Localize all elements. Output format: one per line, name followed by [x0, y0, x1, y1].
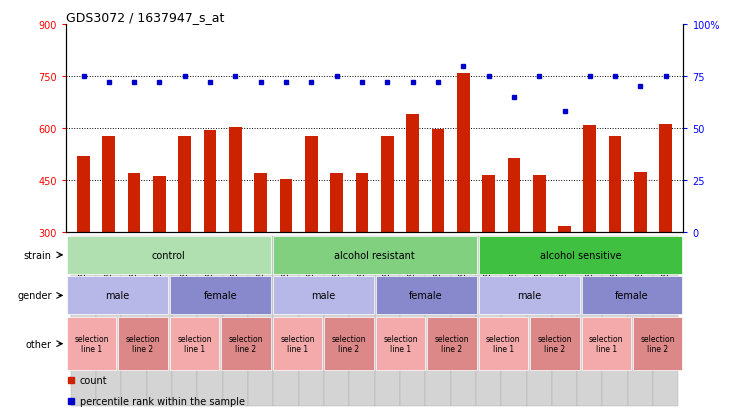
Bar — [582, 318, 631, 370]
Text: selection
line 2: selection line 2 — [229, 334, 263, 354]
Bar — [118, 318, 167, 370]
Bar — [128, 173, 140, 233]
Bar — [254, 173, 267, 233]
Bar — [457, 74, 469, 233]
Bar — [400, 236, 425, 406]
Bar — [659, 125, 672, 233]
Bar — [376, 277, 477, 315]
Text: female: female — [409, 291, 443, 301]
Text: alcohol resistant: alcohol resistant — [334, 250, 415, 260]
Text: male: male — [105, 291, 129, 301]
Bar — [479, 318, 528, 370]
Bar — [356, 174, 368, 233]
Bar — [375, 236, 400, 406]
Bar — [67, 318, 116, 370]
Bar — [431, 130, 444, 233]
Bar — [273, 236, 477, 274]
Text: female: female — [203, 291, 237, 301]
Bar — [530, 318, 580, 370]
Text: percentile rank within the sample: percentile rank within the sample — [80, 396, 245, 406]
Bar — [602, 236, 628, 406]
Text: alcohol sensitive: alcohol sensitive — [539, 250, 621, 260]
Bar — [280, 179, 292, 233]
Text: selection
line 1: selection line 1 — [75, 334, 109, 354]
Text: selection
line 2: selection line 2 — [537, 334, 572, 354]
Bar — [330, 174, 343, 233]
Text: other: other — [26, 339, 52, 349]
Bar — [634, 172, 647, 233]
Bar — [305, 136, 318, 233]
Text: GDS3072 / 1637947_s_at: GDS3072 / 1637947_s_at — [66, 11, 224, 24]
Bar — [67, 277, 167, 315]
Text: selection
line 1: selection line 1 — [280, 334, 314, 354]
Bar — [349, 236, 374, 406]
Text: selection
line 1: selection line 1 — [486, 334, 520, 354]
Bar — [96, 236, 121, 406]
Bar — [501, 236, 526, 406]
Bar — [482, 176, 495, 233]
Text: selection
line 2: selection line 2 — [126, 334, 160, 354]
Text: selection
line 1: selection line 1 — [177, 334, 212, 354]
Bar — [507, 159, 520, 233]
Bar — [582, 277, 683, 315]
Text: selection
line 2: selection line 2 — [435, 334, 469, 354]
Bar — [67, 236, 270, 274]
Bar — [204, 131, 216, 233]
Bar — [170, 277, 270, 315]
Bar — [558, 227, 571, 233]
Text: control: control — [152, 250, 186, 260]
Bar — [77, 157, 90, 233]
Text: gender: gender — [17, 291, 52, 301]
Bar — [147, 236, 172, 406]
Text: female: female — [616, 291, 649, 301]
Bar — [526, 236, 552, 406]
Bar — [450, 236, 476, 406]
Bar — [533, 176, 545, 233]
Bar — [71, 236, 96, 406]
Bar — [381, 136, 393, 233]
Bar — [102, 136, 115, 233]
Text: male: male — [311, 291, 336, 301]
Bar — [552, 236, 577, 406]
Bar — [628, 236, 653, 406]
Text: selection
line 1: selection line 1 — [589, 334, 624, 354]
Bar — [121, 236, 147, 406]
Text: selection
line 2: selection line 2 — [640, 334, 675, 354]
Bar — [609, 136, 621, 233]
Bar — [479, 277, 580, 315]
Bar — [229, 128, 242, 233]
Bar — [479, 236, 683, 274]
Bar — [577, 236, 602, 406]
Bar — [153, 177, 166, 233]
Bar — [376, 318, 425, 370]
Bar — [197, 236, 223, 406]
Bar — [406, 115, 419, 233]
Bar — [425, 236, 450, 406]
Bar — [583, 126, 596, 233]
Bar — [299, 236, 324, 406]
Bar — [653, 236, 678, 406]
Bar — [172, 236, 197, 406]
Text: count: count — [80, 375, 107, 385]
Bar — [633, 318, 683, 370]
Text: selection
line 2: selection line 2 — [332, 334, 366, 354]
Text: male: male — [517, 291, 541, 301]
Bar — [170, 318, 219, 370]
Bar — [324, 236, 349, 406]
Text: selection
line 1: selection line 1 — [383, 334, 417, 354]
Bar — [427, 318, 477, 370]
Bar — [273, 318, 322, 370]
Bar — [324, 318, 374, 370]
Bar — [221, 318, 270, 370]
Bar — [248, 236, 273, 406]
Text: strain: strain — [23, 250, 52, 260]
Bar — [273, 277, 374, 315]
Bar — [178, 136, 191, 233]
Bar — [273, 236, 299, 406]
Bar — [223, 236, 248, 406]
Bar — [476, 236, 501, 406]
